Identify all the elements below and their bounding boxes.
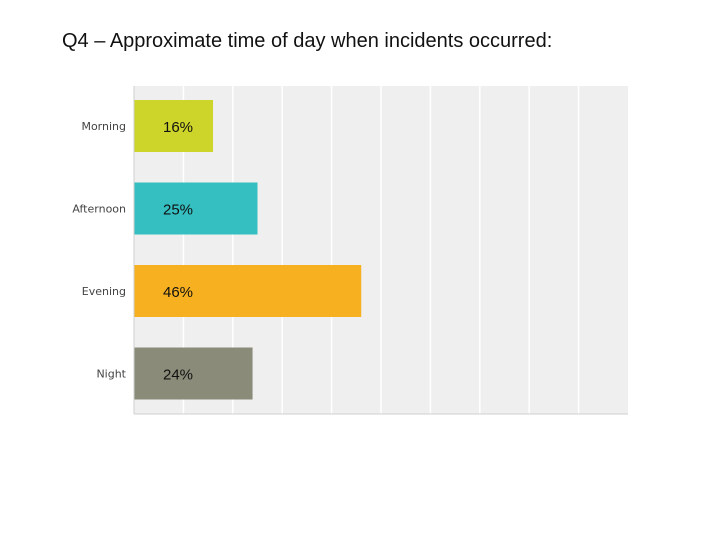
value-label: 25%: [163, 202, 193, 219]
category-label: Afternoon: [72, 203, 126, 216]
category-labels: Morning Afternoon Evening Night: [72, 120, 126, 381]
chart-title: Q4 – Approximate time of day when incide…: [62, 30, 553, 52]
bar-night: [134, 347, 253, 400]
bar-morning: [134, 100, 214, 152]
bar-afternoon: [134, 182, 258, 235]
category-label: Morning: [81, 120, 126, 133]
value-label: 46%: [163, 284, 193, 301]
bars: [134, 100, 362, 400]
category-label: Evening: [82, 285, 126, 298]
bar-evening: [134, 265, 362, 317]
value-label: 24%: [163, 367, 193, 384]
axes: [133, 86, 628, 415]
value-label: 16%: [163, 119, 193, 136]
category-label: Night: [96, 368, 126, 381]
value-labels: 16% 25% 46% 24%: [163, 119, 193, 384]
